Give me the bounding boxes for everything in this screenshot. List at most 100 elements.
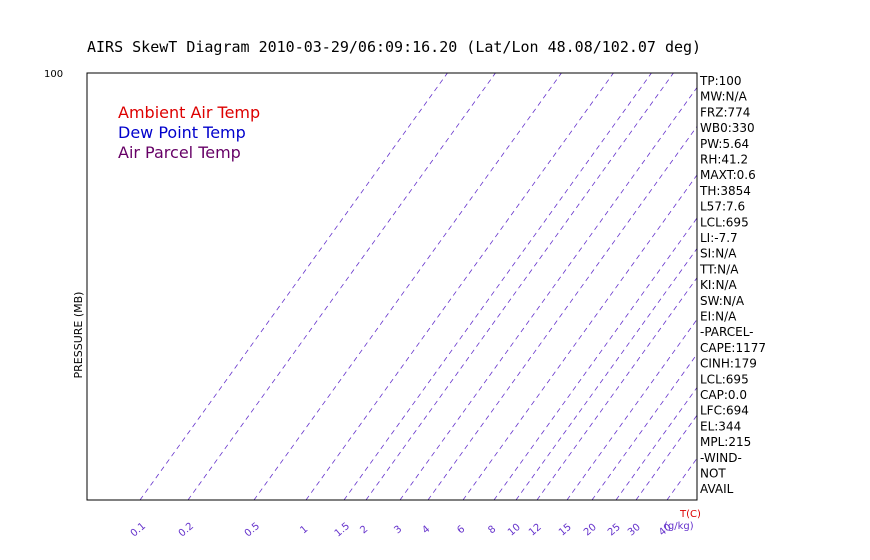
pressure-tick-label: 100 [44, 69, 63, 80]
legend-item-2: Dew Point Temp [118, 123, 246, 142]
mixing-ratio-line [399, 86, 697, 500]
mixing-ratio-line [365, 73, 674, 500]
dewpoint-temp-line [0, 0, 263, 73]
dry-adiabat-line [0, 0, 870, 73]
mixing-ratio-tick-label: 1 [298, 524, 310, 537]
dry-adiabat-line [0, 0, 870, 73]
index-value: SW:N/A [700, 294, 745, 308]
mixing-ratio-unit-label: (g/kg) [664, 521, 694, 532]
mixing-ratio-tick-label: 3 [392, 524, 404, 537]
index-value: KI:N/A [700, 278, 737, 292]
dry-adiabat-line [0, 0, 870, 73]
dry-adiabat-line [0, 0, 606, 73]
index-value: -WIND- [700, 451, 742, 465]
mixing-ratio-line [187, 73, 496, 500]
dry-adiabat-line [0, 0, 138, 73]
temp-unit-label: T(C) [679, 509, 701, 520]
mixing-ratio-line [635, 414, 697, 500]
index-value: CAPE:1177 [700, 341, 766, 355]
index-value: LI:-7.7 [700, 231, 738, 245]
mixing-ratio-tick-label: 25 [606, 522, 623, 539]
index-value: TH:3854 [699, 184, 751, 198]
legend-item-1: Ambient Air Temp [118, 103, 260, 122]
mixing-ratio-tick-label: 4 [420, 524, 432, 537]
mixing-ratio-tick-label: 6 [455, 524, 467, 537]
dry-adiabat-line [0, 0, 870, 73]
parcel-temp-line [0, 0, 303, 73]
dry-adiabat-line [0, 0, 870, 73]
index-value: MAXT:0.6 [700, 168, 756, 182]
index-value: MPL:215 [700, 435, 751, 449]
index-value: NOT [700, 467, 726, 481]
mixing-ratio-line [343, 73, 652, 500]
mixing-ratio-line [515, 247, 697, 500]
dry-adiabat-line [0, 0, 870, 73]
ambient-temp-line [0, 0, 303, 73]
dry-adiabat-line [0, 0, 870, 73]
dry-adiabat-line [0, 0, 472, 73]
mixing-ratio-tick-label: 8 [486, 524, 498, 537]
dry-adiabat-line [0, 0, 870, 73]
mixing-ratio-line [493, 217, 697, 500]
mixing-ratio-line [615, 386, 697, 500]
dry-adiabat-line [0, 0, 870, 73]
index-value: FRZ:774 [700, 105, 750, 119]
dry-adiabat-line [0, 0, 870, 73]
dry-adiabat-line [0, 0, 405, 73]
mixing-ratio-line [253, 73, 562, 500]
index-value: RH:41.2 [700, 153, 748, 167]
index-value: LCL:695 [700, 215, 749, 229]
index-value: -PARCEL- [700, 325, 754, 339]
plot-frame [86, 72, 698, 501]
dry-adiabat-line [0, 0, 205, 73]
mixing-ratio-line [427, 125, 697, 500]
index-value: LCL:695 [700, 372, 749, 386]
y-axis-label: PRESSURE (MB) [72, 292, 85, 379]
mixing-ratio-tick-label: 2 [358, 524, 370, 537]
legend-item-3: Air Parcel Temp [118, 143, 241, 162]
index-value: SI:N/A [700, 247, 737, 261]
index-value: EL:344 [700, 419, 741, 433]
index-value: WB0:330 [700, 121, 755, 135]
mixing-ratio-tick-label: 0.5 [243, 521, 262, 540]
dry-adiabat-line [0, 0, 870, 73]
dry-adiabat-line [0, 0, 271, 73]
isotherm-line [0, 73, 15, 500]
dry-adiabat-line [0, 0, 870, 73]
mixing-ratio-line [305, 73, 614, 500]
dry-adiabat-line [0, 0, 870, 73]
index-value: L57:7.6 [700, 200, 745, 214]
profile-lines [0, 0, 303, 73]
mixing-ratio-tick-label: 0.2 [177, 521, 196, 540]
dry-adiabat-line [0, 0, 807, 73]
index-value: TT:N/A [699, 262, 739, 276]
index-value: TP:100 [699, 74, 742, 88]
dry-adiabat-line [0, 0, 870, 73]
index-value: LFC:694 [700, 404, 749, 418]
index-value: CINH:179 [700, 357, 757, 371]
mixing-ratio-tick-label: 20 [582, 522, 599, 539]
dry-adiabat-line [0, 0, 870, 73]
dry-adiabat-line [0, 0, 740, 73]
mixing-ratio-tick-label: 12 [527, 522, 544, 539]
mixing-ratio-tick-label: 30 [626, 522, 643, 539]
mixing-ratio-tick-label: 1.5 [333, 521, 352, 540]
dry-adiabat-line [0, 0, 71, 73]
dry-adiabat-line [0, 0, 870, 73]
mixing-ratio-tick-label: 10 [506, 522, 523, 539]
grid-lines [0, 0, 870, 500]
dry-adiabat-line [0, 0, 539, 73]
mixing-ratio-line [139, 73, 448, 500]
axes-labels: 1002003004005006007008009001000-120-110-… [44, 69, 701, 540]
dry-adiabat-line [0, 0, 338, 73]
index-value: CAP:0.0 [700, 388, 747, 402]
mixing-ratio-tick-label: 0.1 [129, 521, 148, 540]
index-value: MW:N/A [700, 90, 748, 104]
mixing-ratio-tick-label: 15 [557, 522, 574, 539]
chart-title: AIRS SkewT Diagram 2010-03-29/06:09:16.2… [87, 38, 701, 56]
dry-adiabat-line [0, 0, 673, 73]
isotherm-line [0, 73, 81, 500]
